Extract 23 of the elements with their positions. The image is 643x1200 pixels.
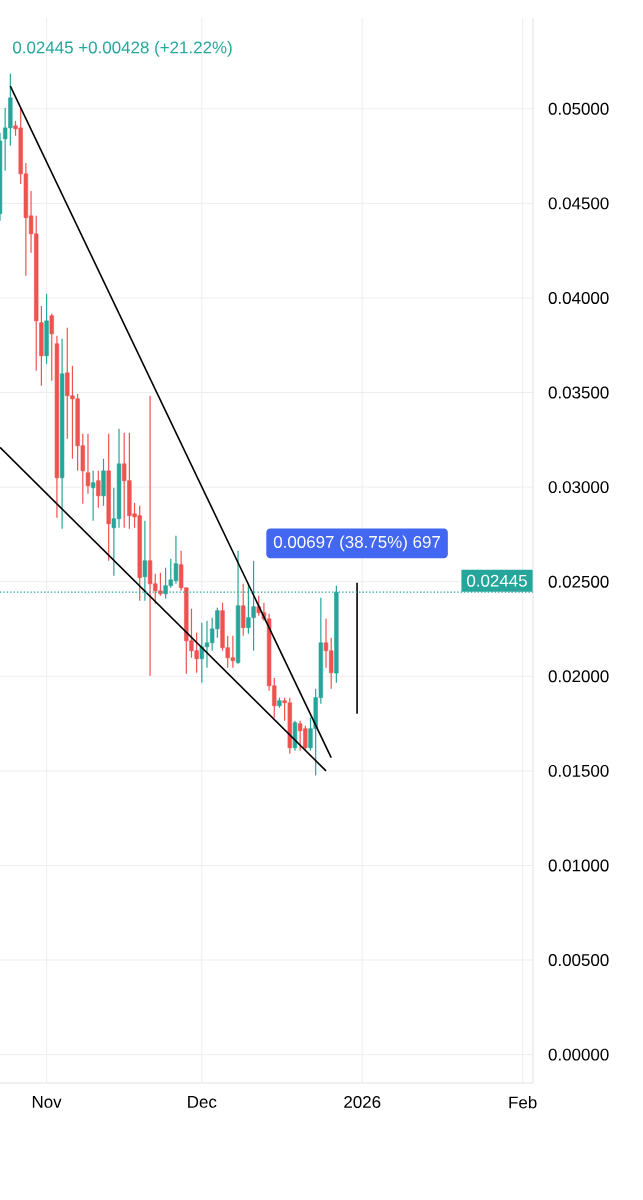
y-tick-label: 0.04000 xyxy=(548,291,609,304)
annotation: 0.00697 (38.75%) 697 xyxy=(273,535,440,552)
y-tick-label: 0.05000 xyxy=(548,102,609,115)
annotation: 0.02445 +0.00428 (+21.22%) xyxy=(13,40,232,57)
candlestick xyxy=(85,433,91,495)
y-tick-label: 0.04500 xyxy=(548,197,609,210)
x-tick-label: Nov xyxy=(32,1096,62,1108)
candlestick xyxy=(90,470,96,522)
y-tick-label: 0.02500 xyxy=(548,575,609,588)
candlestick xyxy=(49,313,54,382)
y-tick-label: 0.00000 xyxy=(548,1048,609,1061)
y-tick-label: 0.00500 xyxy=(548,954,609,967)
ref-line-label: 0.02445 xyxy=(467,574,527,587)
candlestick xyxy=(96,470,101,509)
x-tick-label: Feb xyxy=(509,1096,537,1109)
y-tick-label: 0.03500 xyxy=(548,386,609,399)
y-tick-label: 0.03000 xyxy=(548,481,609,494)
candlestick xyxy=(241,583,246,637)
y-tick-label: 0.02000 xyxy=(548,670,609,683)
x-tick-label: 2026 xyxy=(344,1096,381,1109)
x-tick-label: Dec xyxy=(188,1096,217,1108)
y-tick-label: 0.01500 xyxy=(548,764,609,777)
y-tick-label: 0.01000 xyxy=(548,859,609,872)
